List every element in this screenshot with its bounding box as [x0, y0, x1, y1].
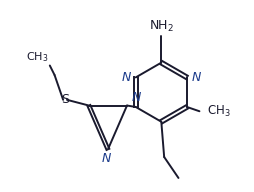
Text: CH$_3$: CH$_3$ [26, 50, 49, 64]
Text: N: N [132, 91, 141, 104]
Text: NH$_2$: NH$_2$ [149, 19, 174, 34]
Text: CH$_3$: CH$_3$ [207, 104, 231, 119]
Text: N: N [122, 71, 131, 84]
Text: N: N [101, 152, 111, 165]
Text: N: N [192, 71, 201, 84]
Text: S: S [61, 93, 69, 106]
